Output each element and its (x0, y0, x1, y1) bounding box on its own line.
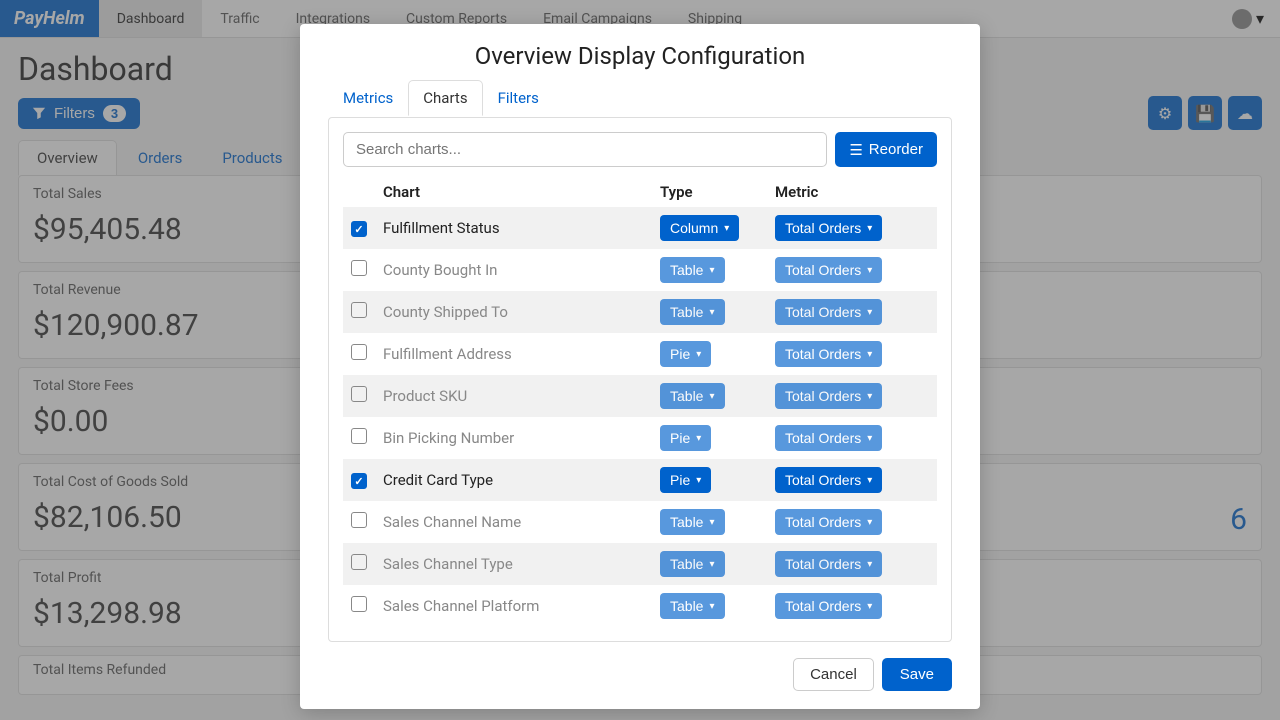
chart-name: Credit Card Type (375, 459, 652, 501)
chart-name: Product SKU (375, 375, 652, 417)
modal-tab-metrics[interactable]: Metrics (328, 80, 408, 116)
chart-type-dropdown[interactable]: Table (660, 593, 725, 619)
chart-type-dropdown[interactable]: Pie (660, 341, 711, 367)
chart-type-dropdown[interactable]: Table (660, 257, 725, 283)
chart-enable-checkbox[interactable] (351, 260, 367, 276)
chart-row: Fulfillment Status Column Total Orders (343, 207, 937, 249)
overview-config-modal: Overview Display Configuration MetricsCh… (300, 24, 980, 709)
chart-row: Fulfillment Address Pie Total Orders (343, 333, 937, 375)
chart-type-dropdown[interactable]: Table (660, 299, 725, 325)
chart-enable-checkbox[interactable] (351, 512, 367, 528)
chart-type-dropdown[interactable]: Column (660, 215, 739, 241)
modal-tab-charts[interactable]: Charts (408, 80, 482, 116)
chart-enable-checkbox[interactable] (351, 554, 367, 570)
chart-metric-dropdown[interactable]: Total Orders (775, 383, 882, 409)
chart-metric-dropdown[interactable]: Total Orders (775, 467, 882, 493)
chart-metric-dropdown[interactable]: Total Orders (775, 551, 882, 577)
chart-enable-checkbox[interactable] (351, 344, 367, 360)
chart-name: Fulfillment Address (375, 333, 652, 375)
chart-metric-dropdown[interactable]: Total Orders (775, 257, 882, 283)
chart-row: Credit Card Type Pie Total Orders (343, 459, 937, 501)
chart-enable-checkbox[interactable] (351, 386, 367, 402)
chart-name: Sales Channel Type (375, 543, 652, 585)
save-button[interactable]: Save (882, 658, 952, 691)
chart-row: Bin Picking Number Pie Total Orders (343, 417, 937, 459)
chart-row: County Shipped To Table Total Orders (343, 291, 937, 333)
modal-overlay: Overview Display Configuration MetricsCh… (0, 0, 1280, 720)
chart-metric-dropdown[interactable]: Total Orders (775, 509, 882, 535)
chart-row: County Bought In Table Total Orders (343, 249, 937, 291)
header-chart: Chart (375, 177, 652, 207)
chart-name: Fulfillment Status (375, 207, 652, 249)
list-icon: ☰ (849, 141, 862, 159)
chart-type-dropdown[interactable]: Pie (660, 467, 711, 493)
chart-metric-dropdown[interactable]: Total Orders (775, 425, 882, 451)
chart-row: Sales Channel Platform Table Total Orders (343, 585, 937, 627)
chart-row: Sales Channel Name Table Total Orders (343, 501, 937, 543)
modal-title: Overview Display Configuration (314, 42, 966, 70)
chart-enable-checkbox[interactable] (351, 221, 367, 237)
chart-type-dropdown[interactable]: Table (660, 383, 725, 409)
chart-metric-dropdown[interactable]: Total Orders (775, 299, 882, 325)
chart-metric-dropdown[interactable]: Total Orders (775, 341, 882, 367)
chart-type-dropdown[interactable]: Table (660, 551, 725, 577)
cancel-button[interactable]: Cancel (793, 658, 874, 691)
chart-enable-checkbox[interactable] (351, 596, 367, 612)
header-metric: Metric (767, 177, 937, 207)
chart-row: Sales Channel Type Table Total Orders (343, 543, 937, 585)
reorder-button[interactable]: ☰ Reorder (835, 132, 937, 167)
chart-row: Product SKU Table Total Orders (343, 375, 937, 417)
chart-name: Bin Picking Number (375, 417, 652, 459)
chart-name: County Shipped To (375, 291, 652, 333)
chart-enable-checkbox[interactable] (351, 302, 367, 318)
charts-table: Chart Type Metric Fulfillment Status Colu… (343, 177, 937, 627)
chart-name: County Bought In (375, 249, 652, 291)
chart-name: Sales Channel Name (375, 501, 652, 543)
modal-tab-filters[interactable]: Filters (483, 80, 554, 116)
chart-metric-dropdown[interactable]: Total Orders (775, 593, 882, 619)
chart-name: Sales Channel Platform (375, 585, 652, 627)
chart-type-dropdown[interactable]: Pie (660, 425, 711, 451)
chart-enable-checkbox[interactable] (351, 428, 367, 444)
chart-metric-dropdown[interactable]: Total Orders (775, 215, 882, 241)
chart-type-dropdown[interactable]: Table (660, 509, 725, 535)
chart-enable-checkbox[interactable] (351, 473, 367, 489)
header-type: Type (652, 177, 767, 207)
search-charts-input[interactable] (343, 132, 827, 167)
reorder-label: Reorder (869, 141, 923, 158)
